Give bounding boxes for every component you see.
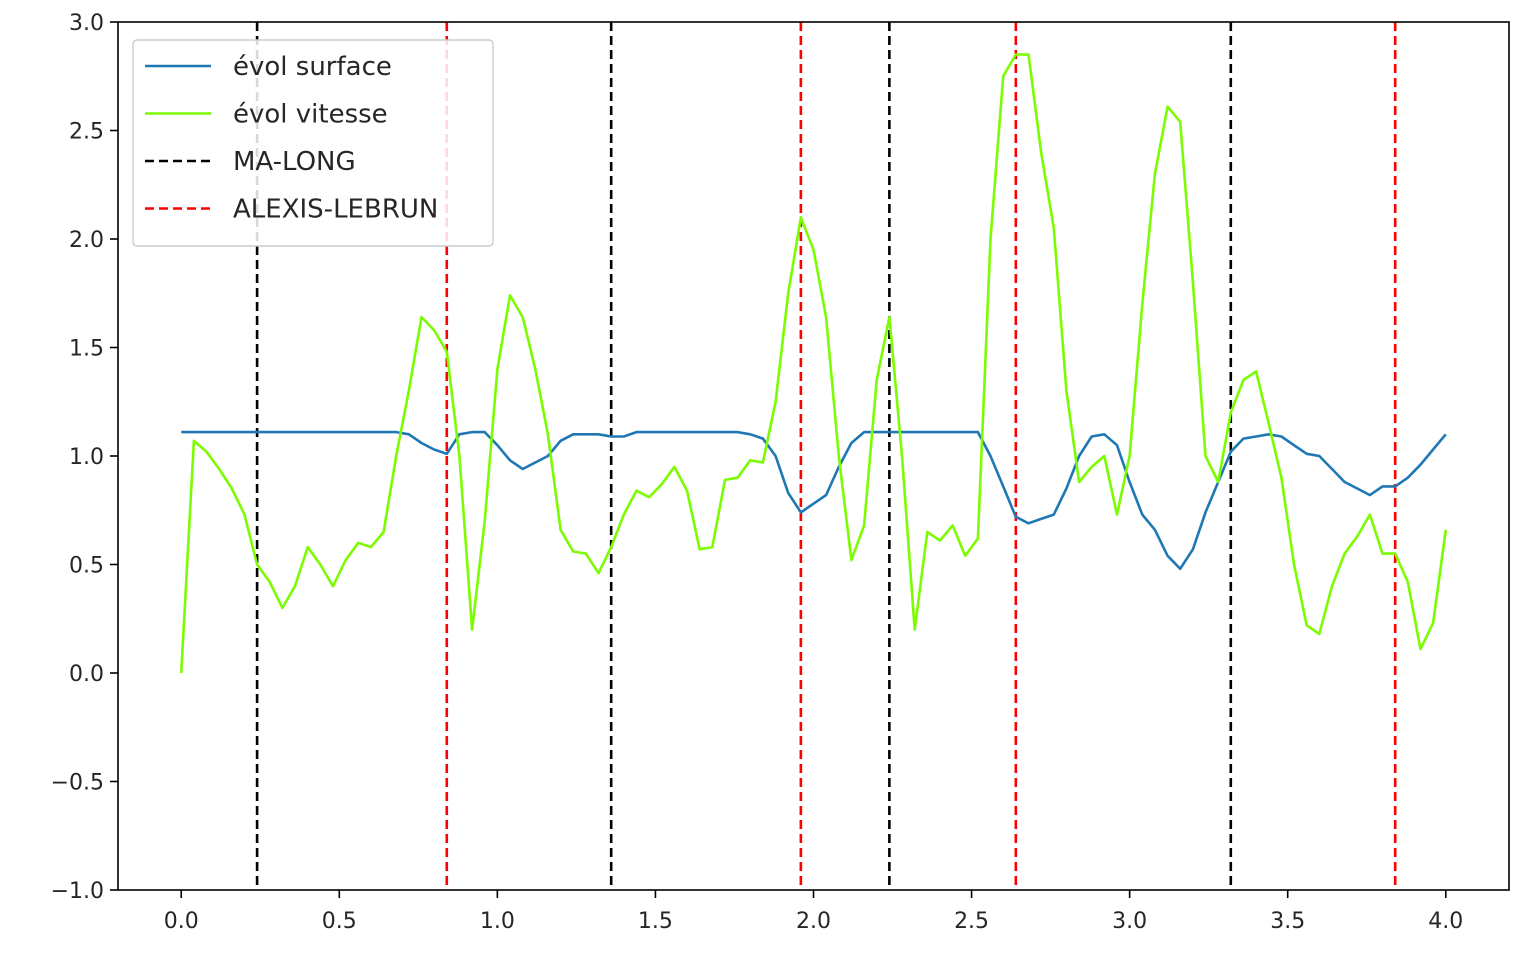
- legend-label-0: évol surface: [233, 52, 392, 82]
- series-line-0: [181, 430, 1447, 571]
- x-tick-label: 2.0: [796, 909, 831, 934]
- y-tick-label: −1.0: [51, 879, 104, 904]
- x-tick-label: 3.5: [1270, 909, 1305, 934]
- legend-box: [132, 39, 494, 247]
- legend-label-1: évol vitesse: [233, 100, 388, 130]
- y-tick-label: 0.0: [69, 662, 104, 687]
- x-tick-label: 1.0: [480, 909, 515, 934]
- y-tick-label: −0.5: [51, 771, 104, 796]
- y-tick-label: 2.5: [69, 120, 104, 145]
- legend-label-2: MA-LONG: [233, 147, 356, 177]
- y-tick-label: 3.0: [69, 11, 104, 36]
- x-tick-label: 2.5: [954, 909, 989, 934]
- legend-label-3: ALEXIS-LEBRUN: [233, 195, 438, 225]
- series-line-1: [179, 53, 1448, 674]
- y-tick-label: 1.0: [69, 445, 104, 470]
- vertical-markers: [255, 22, 1397, 890]
- y-tick-label: 1.5: [69, 337, 104, 362]
- legend: évol surface évol vitesse MA-LONG ALEXIS-LE…: [132, 39, 494, 247]
- x-tick-label: 0.0: [164, 909, 199, 934]
- x-tick-label: 1.5: [638, 909, 673, 934]
- series-lines: [179, 53, 1448, 674]
- y-tick-label: 0.5: [69, 554, 104, 579]
- axes: 0.0 0.5 1.0 1.5 2.0 2.5 3.0 3.5 4.0 −1.0 −0.5 0.0 0.…: [51, 11, 1510, 934]
- x-tick-label: 3.0: [1112, 909, 1147, 934]
- x-tick-label: 0.5: [322, 909, 357, 934]
- y-tick-label: 2.0: [69, 228, 104, 253]
- x-tick-label: 4.0: [1428, 909, 1463, 934]
